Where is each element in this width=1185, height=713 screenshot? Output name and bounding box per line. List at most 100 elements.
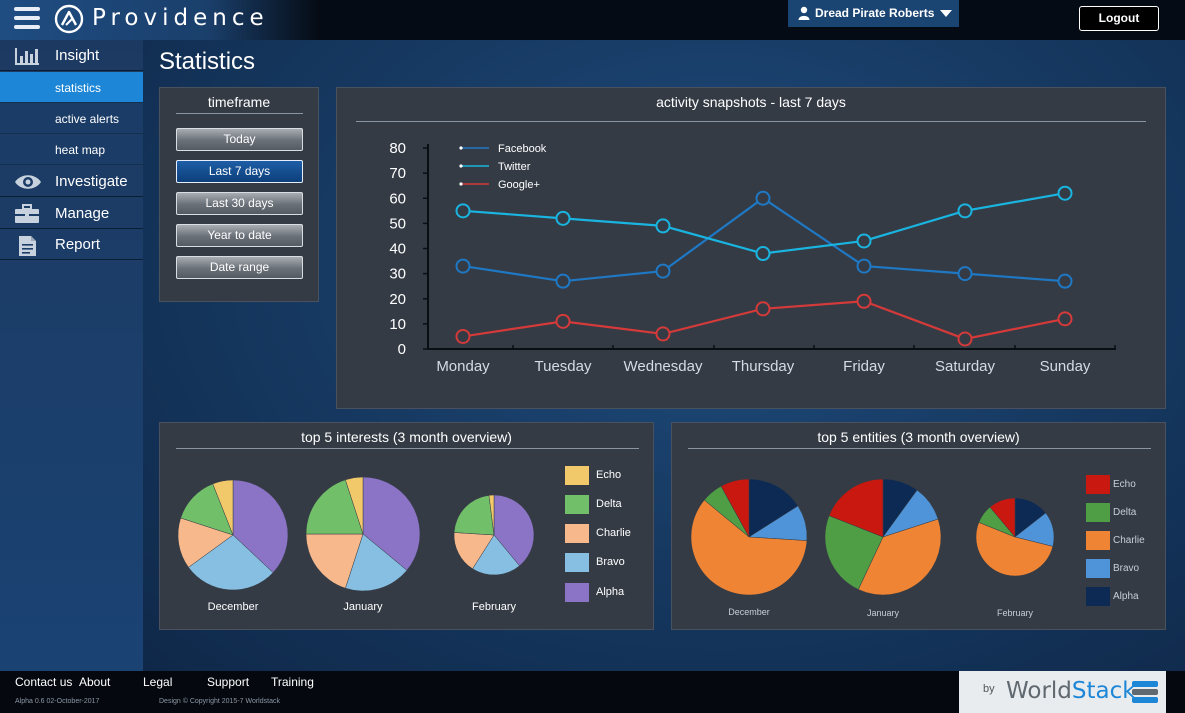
x-tick-label: Wednesday <box>624 358 703 375</box>
x-tick-label: Friday <box>843 358 885 375</box>
y-tick-label: 50 <box>389 215 406 232</box>
legend-label: Echo <box>596 469 622 481</box>
data-point <box>555 210 571 226</box>
x-tick-label: Saturday <box>935 358 996 375</box>
legend-dot <box>459 164 463 168</box>
legend-swatch-echo <box>1086 475 1110 494</box>
y-tick-label: 70 <box>389 165 406 182</box>
top-bar: Providence Dread Pirate Roberts Logout <box>0 0 1185 40</box>
copyright-text: Design © Copyright 2015-7 Worldstack <box>159 698 280 705</box>
legend-label: Alpha <box>1113 591 1139 602</box>
pie-slice-delta <box>824 515 884 590</box>
timeframe-last-30-days-button[interactable]: Last 30 days <box>176 192 303 215</box>
activity-panel: activity snapshots - last 7 days 0 10 20 30… <box>336 87 1166 409</box>
pie-slice-echo <box>989 497 1016 538</box>
pie-slice-echo <box>488 494 495 536</box>
data-point <box>856 233 872 249</box>
pie-label: January <box>343 601 383 613</box>
pie-label: February <box>997 608 1034 618</box>
legend-swatch-charlie <box>565 524 589 543</box>
pie-label: December <box>208 601 259 613</box>
pie-slice-alpha <box>362 476 421 571</box>
pie-slice-bravo <box>472 534 520 576</box>
pie-label: December <box>728 607 770 617</box>
pie-label: January <box>867 608 900 618</box>
y-tick-label: 0 <box>398 341 406 358</box>
pie-slice-charlie <box>975 522 1054 577</box>
data-point <box>856 293 872 309</box>
data-point <box>755 301 771 317</box>
sidebar-item-label: Report <box>55 236 101 253</box>
user-name: Dread Pirate Roberts <box>815 6 935 20</box>
footer-link-contact[interactable]: Contact us <box>15 675 73 689</box>
sidebar-item-heat-map[interactable]: heat map <box>0 134 143 165</box>
pie-slice-charlie <box>857 518 942 596</box>
company-name-part2: Stack <box>1071 678 1136 704</box>
sidebar-item-report[interactable]: Report <box>0 229 143 260</box>
user-menu[interactable]: Dread Pirate Roberts <box>788 0 959 27</box>
timeframe-year-to-date-button[interactable]: Year to date <box>176 224 303 247</box>
pie-slice-bravo <box>188 534 274 591</box>
hamburger-menu-icon[interactable] <box>14 7 40 31</box>
legend-swatch-charlie <box>1086 531 1110 550</box>
divider <box>356 121 1146 122</box>
entities-pie-charts: December January February <box>690 478 1055 618</box>
footer-link-training[interactable]: Training <box>271 675 314 689</box>
pie-slice-charlie <box>690 499 808 596</box>
interests-panel: top 5 interests (3 month overview) Decem… <box>159 422 654 630</box>
by-label: by <box>983 683 995 695</box>
x-tick-label: Thursday <box>732 358 795 375</box>
footer-link-support[interactable]: Support <box>207 675 250 689</box>
footer-link-legal[interactable]: Legal <box>143 675 173 689</box>
company-name-part1: World <box>1006 678 1072 704</box>
entities-panel: top 5 entities (3 month overview) Decemb… <box>671 422 1166 630</box>
data-point <box>655 218 671 234</box>
brand-name: Providence <box>92 5 269 31</box>
timeframe-last-7-days-button[interactable]: Last 7 days <box>176 160 303 183</box>
pie-label: February <box>472 601 517 613</box>
x-tick-label: Sunday <box>1040 358 1091 375</box>
x-tick-label: Tuesday <box>535 358 592 375</box>
sidebar-item-label: Insight <box>55 47 100 64</box>
timeframe-panel: timeframe Today Last 7 days Last 30 days… <box>159 87 319 302</box>
divider <box>688 448 1151 449</box>
pie-slice-echo <box>345 476 364 535</box>
sidebar-item-investigate[interactable]: Investigate <box>0 166 143 197</box>
y-tick-label: 80 <box>389 140 406 157</box>
sidebar-item-insight[interactable]: Insight <box>0 40 143 71</box>
sidebar-item-manage[interactable]: Manage <box>0 198 143 229</box>
user-icon <box>798 6 810 20</box>
legend-label: Charlie <box>1113 535 1145 546</box>
legend-swatch-delta <box>565 495 589 514</box>
legend-swatch-bravo <box>1086 559 1110 578</box>
pie-slice-delta <box>453 495 495 536</box>
sidebar-item-statistics[interactable]: statistics <box>0 72 143 103</box>
legend-label: Bravo <box>596 556 625 568</box>
brand-band <box>0 0 320 40</box>
sidebar-item-active-alerts[interactable]: active alerts <box>0 103 143 134</box>
legend-label: Google+ <box>498 179 540 191</box>
page-title: Statistics <box>159 48 256 75</box>
interests-chart-title: top 5 interests (3 month overview) <box>301 429 512 445</box>
legend-label: Twitter <box>498 161 531 173</box>
logout-button[interactable]: Logout <box>1079 6 1159 31</box>
pie-slice-echo <box>720 478 750 538</box>
pie-slice-alpha <box>748 478 799 538</box>
data-point <box>856 258 872 274</box>
timeframe-today-button[interactable]: Today <box>176 128 303 151</box>
sidebar-item-label: heat map <box>55 143 106 157</box>
footer-link-about[interactable]: About <box>79 675 111 689</box>
divider <box>176 113 303 114</box>
chevron-down-icon <box>940 10 952 17</box>
legend-swatch-alpha <box>1086 587 1110 606</box>
data-point <box>555 273 571 289</box>
legend-dot <box>459 146 463 150</box>
sidebar-item-label: Investigate <box>55 173 128 190</box>
y-tick-label: 30 <box>389 266 406 283</box>
timeframe-date-range-button[interactable]: Date range <box>176 256 303 279</box>
data-point <box>957 266 973 282</box>
worldstack-logo: WorldStack <box>1006 678 1136 704</box>
bar-chart-icon <box>15 48 39 65</box>
y-tick-label: 40 <box>389 241 406 258</box>
pie-slice-charlie <box>305 533 364 589</box>
